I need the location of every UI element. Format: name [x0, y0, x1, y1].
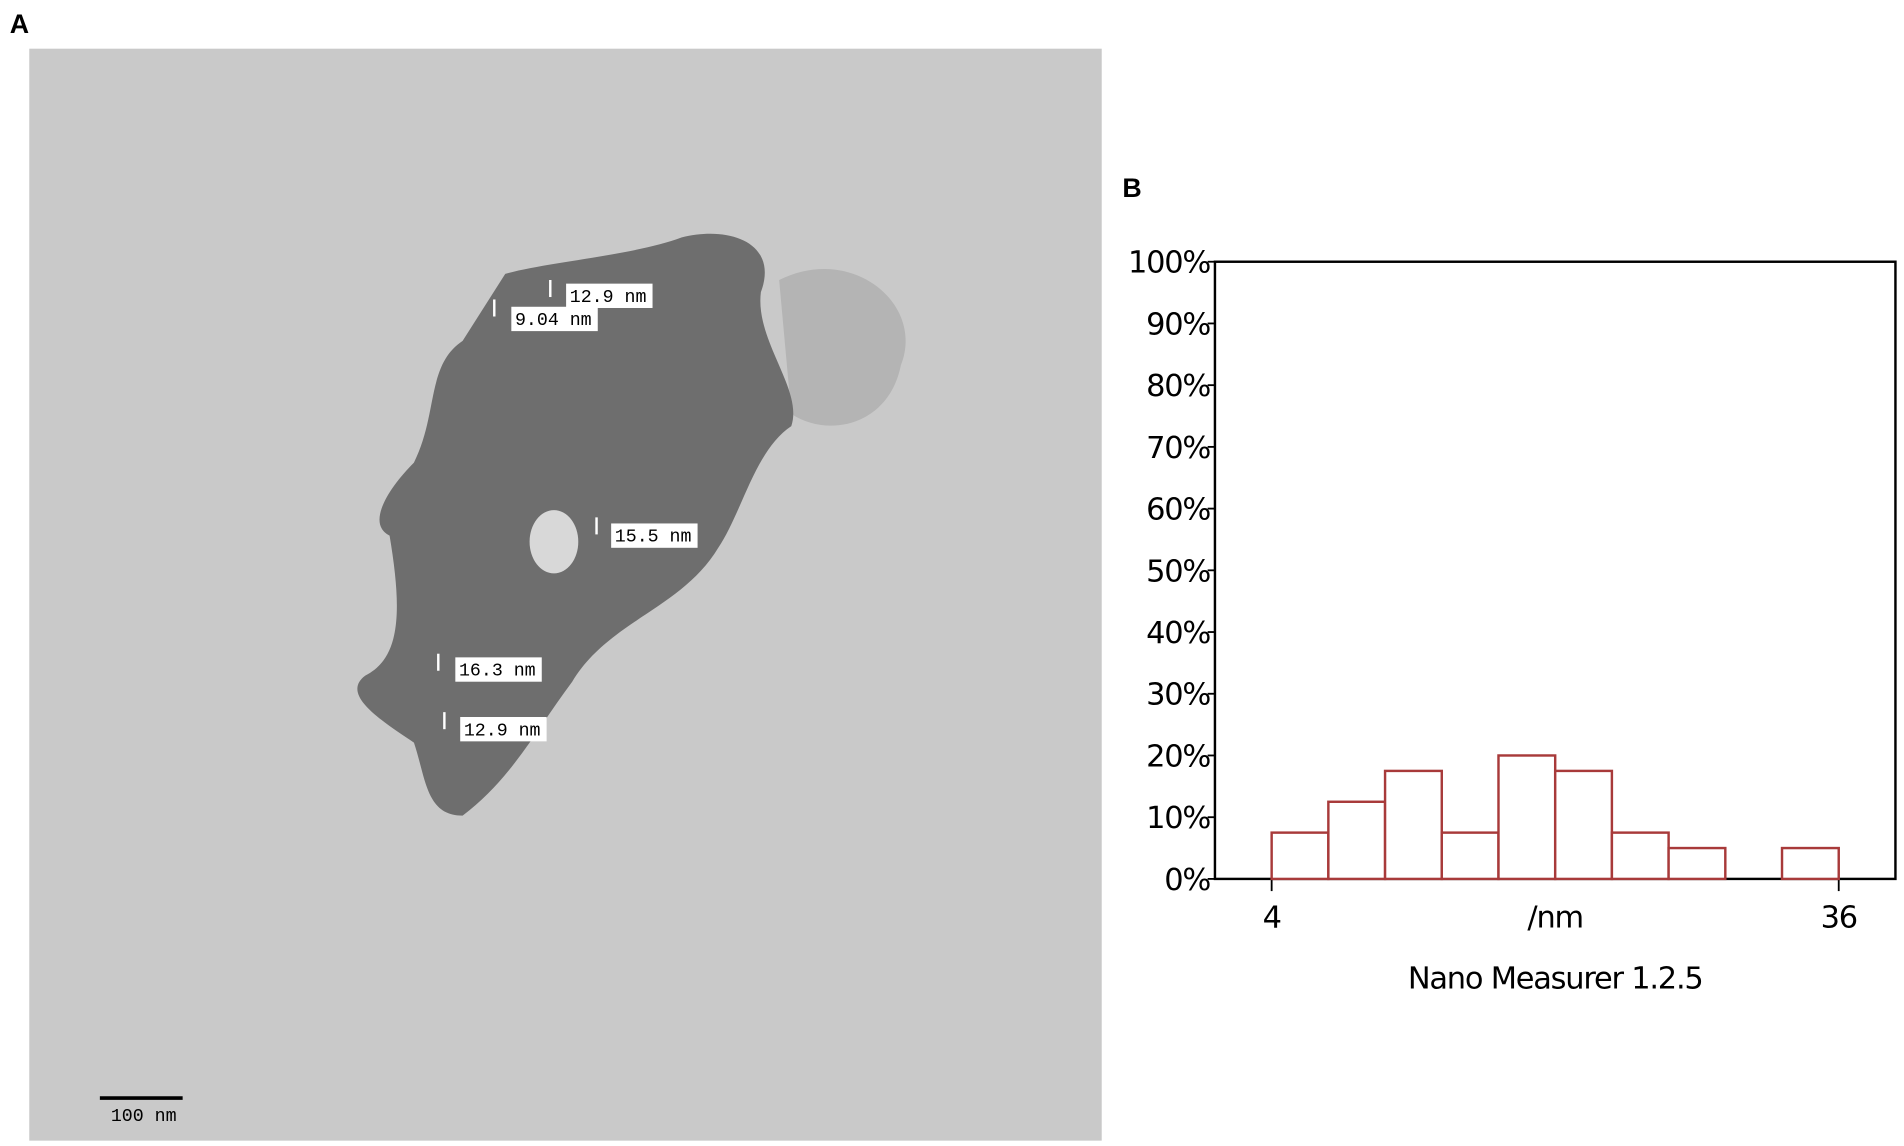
bar	[1553, 769, 1614, 881]
measure-label: 12.9 nm	[570, 288, 647, 308]
bar	[1667, 846, 1727, 881]
bar	[1497, 754, 1557, 881]
bar	[1780, 846, 1840, 881]
y-tick-label: 60%	[1146, 493, 1210, 528]
y-tick-label: 30%	[1146, 678, 1210, 713]
measure-box	[566, 283, 653, 308]
bar	[1610, 831, 1670, 881]
measure-label: 12.9 nm	[464, 721, 541, 741]
y-tick-label: 100%	[1128, 246, 1210, 281]
bar	[1327, 800, 1387, 881]
y-tick-label: 10%	[1146, 801, 1210, 836]
bar	[1270, 831, 1330, 881]
y-tick-label: 70%	[1146, 431, 1210, 466]
tem-image: 100 nm	[29, 48, 1102, 1141]
hole	[529, 510, 579, 574]
panel-label: A	[10, 9, 29, 39]
measure-label: 16.3 nm	[459, 662, 536, 682]
y-tick-label: 40%	[1146, 616, 1210, 651]
measure-box	[611, 523, 698, 548]
y-tick-label: 0%	[1164, 863, 1210, 898]
measure-box	[511, 306, 598, 332]
measure-label: 15.5 nm	[615, 528, 692, 548]
measure-label: 9.04 nm	[515, 311, 592, 331]
halo	[779, 268, 906, 426]
bar	[1383, 769, 1443, 881]
caption: Nano Measurer 1.2.5	[1408, 961, 1703, 996]
bar	[1440, 831, 1500, 881]
y-tick-label: 90%	[1146, 307, 1210, 342]
measure-box	[460, 717, 547, 742]
x-tick-label: 4	[1263, 901, 1281, 936]
y-tick-label: 20%	[1146, 739, 1210, 774]
measure-box	[455, 657, 542, 682]
y-tick-label: 50%	[1146, 554, 1210, 589]
scale-bar-label: 100 nm	[111, 1107, 177, 1127]
x-tick-label: 36	[1821, 901, 1857, 936]
y-tick-label: 80%	[1146, 369, 1210, 404]
panel-label: B	[1122, 173, 1141, 203]
x-axis-label: /nm	[1527, 901, 1583, 936]
